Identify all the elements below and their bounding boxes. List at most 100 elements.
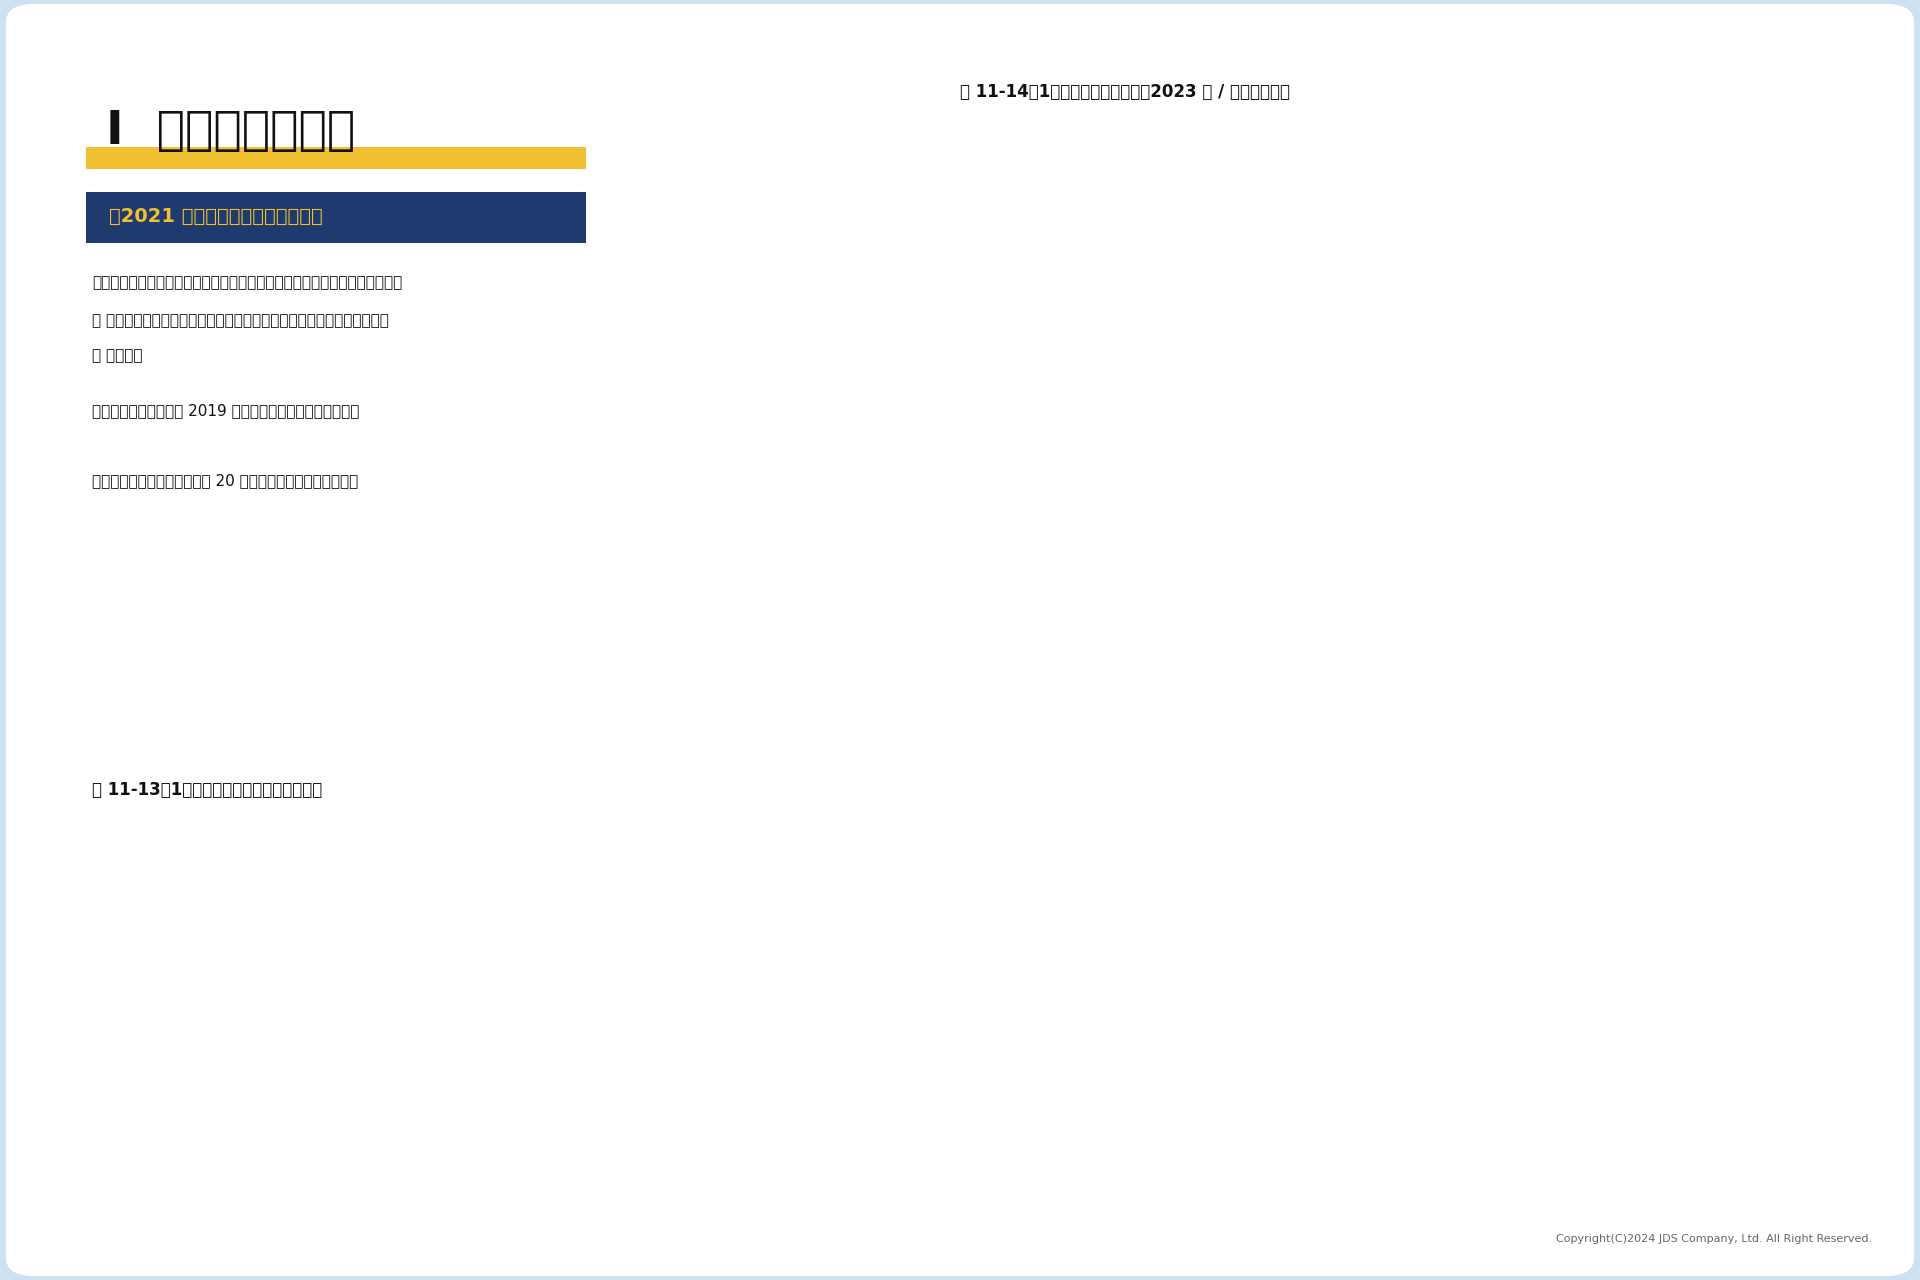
Text: 7: 7 — [1062, 558, 1069, 567]
Legend: １泊以上の旅行, 海外旅行, 温泉に行く, テーマパークに行く: １泊以上の旅行, 海外旅行, 温泉に行く, テーマパークに行く — [958, 60, 1357, 83]
Text: (7,420): (7,420) — [1144, 1202, 1171, 1211]
Text: (7,412): (7,412) — [639, 1202, 668, 1211]
Text: 1993: 1993 — [136, 1183, 163, 1193]
Text: 68: 68 — [253, 909, 269, 919]
Text: 女性: 女性 — [1651, 689, 1667, 701]
Text: 41: 41 — [983, 1002, 996, 1012]
Text: (7,429): (7,429) — [864, 1202, 891, 1211]
Text: (329): (329) — [1482, 742, 1505, 751]
Text: 44: 44 — [1619, 307, 1632, 317]
Text: 37: 37 — [1058, 355, 1073, 365]
Text: 14: 14 — [142, 1096, 156, 1106]
Y-axis label: %: % — [73, 973, 84, 986]
Text: 54: 54 — [1544, 957, 1557, 968]
Text: 54: 54 — [1263, 957, 1277, 968]
Text: 40: 40 — [1094, 1006, 1108, 1016]
Text: 46: 46 — [1768, 986, 1782, 996]
Text: 53: 53 — [1152, 961, 1165, 972]
Text: 10: 10 — [1488, 1110, 1501, 1120]
Text: (637): (637) — [1613, 742, 1638, 751]
Text: ・いずれのレジャーも女性は 20 代が最も高いスコアとなる。: ・いずれのレジャーも女性は 20 代が最も高いスコアとなる。 — [92, 474, 359, 489]
Text: 9: 9 — [1379, 1114, 1386, 1123]
Text: 40: 40 — [1655, 1006, 1668, 1016]
Text: 3: 3 — [996, 585, 1002, 595]
Text: (7,408): (7,408) — [1311, 1202, 1340, 1211]
Text: (7,417): (7,417) — [1089, 1202, 1116, 1211]
Text: 4: 4 — [1688, 579, 1695, 588]
Text: 4: 4 — [1622, 579, 1628, 588]
Text: 37: 37 — [1544, 1016, 1557, 1027]
Text: 3: 3 — [1194, 585, 1200, 595]
Text: 15: 15 — [253, 1092, 267, 1102]
Text: 32: 32 — [1768, 1034, 1782, 1043]
Text: (776): (776) — [1678, 742, 1703, 751]
Text: 65: 65 — [422, 919, 436, 929]
Text: 39: 39 — [1152, 1010, 1165, 1019]
Text: 14: 14 — [311, 1096, 324, 1106]
Text: 14: 14 — [422, 1096, 436, 1106]
Text: 11: 11 — [1551, 531, 1567, 540]
Text: 44: 44 — [758, 992, 772, 1002]
Text: (7,400): (7,400) — [1816, 1202, 1845, 1211]
Text: (655): (655) — [1811, 742, 1836, 751]
Text: 38: 38 — [1375, 1012, 1388, 1023]
Text: (7,422): (7,422) — [808, 1202, 835, 1211]
Text: (7,400): (7,400) — [1649, 1202, 1676, 1211]
Text: 67: 67 — [198, 913, 211, 923]
Y-axis label: %: % — [920, 384, 931, 397]
Text: 15: 15 — [1655, 1092, 1668, 1102]
Text: 5: 5 — [1753, 571, 1761, 581]
Text: 52: 52 — [1094, 965, 1108, 974]
Text: 40: 40 — [1684, 334, 1699, 344]
Text: (7,408): (7,408) — [528, 1202, 555, 1211]
Text: 9: 9 — [1267, 1114, 1273, 1123]
Text: (7,405): (7,405) — [695, 1202, 724, 1211]
Text: 50: 50 — [1824, 972, 1837, 982]
Text: (7,422): (7,422) — [1031, 1202, 1060, 1211]
Text: 42: 42 — [927, 1000, 941, 1009]
Text: 22: 22 — [1190, 456, 1204, 466]
Text: 23: 23 — [1123, 449, 1139, 460]
Text: 40: 40 — [703, 1006, 716, 1016]
Text: ～2021 年からレジャーは回復傾向: ～2021 年からレジャーは回復傾向 — [109, 207, 323, 225]
Text: 26: 26 — [1816, 429, 1830, 439]
Text: (7,415): (7,415) — [975, 1202, 1004, 1211]
Text: ・いずれのレジャーも 2019 年と比較するとスコアが低い。: ・いずれのレジャーも 2019 年と比較するとスコアが低い。 — [92, 403, 359, 419]
Text: 11: 11 — [647, 1106, 660, 1116]
Text: (3,583): (3,583) — [415, 1202, 444, 1211]
Text: 42: 42 — [872, 1000, 885, 1009]
Text: 10: 10 — [1039, 1110, 1052, 1120]
Text: Copyright(C)2024 JDS Company, Ltd. All Right Reserved.: Copyright(C)2024 JDS Company, Ltd. All R… — [1555, 1234, 1872, 1244]
Text: 44: 44 — [1256, 307, 1271, 317]
Text: 30: 30 — [1486, 402, 1501, 412]
Text: 39: 39 — [1039, 1010, 1052, 1019]
Text: 47: 47 — [1190, 287, 1204, 297]
Text: 1: 1 — [1770, 1140, 1778, 1151]
Text: 5: 5 — [1753, 571, 1761, 581]
Text: 13: 13 — [591, 1100, 605, 1110]
Text: (3,565): (3,565) — [359, 1202, 388, 1211]
Text: (641): (641) — [1119, 742, 1142, 751]
Text: 53: 53 — [1816, 247, 1830, 256]
Text: 51: 51 — [1599, 968, 1613, 978]
Text: (7,410): (7,410) — [1425, 1202, 1452, 1211]
Text: 11: 11 — [814, 1106, 828, 1116]
Text: 30: 30 — [1655, 1041, 1668, 1051]
Text: 44: 44 — [591, 992, 605, 1002]
Text: 10: 10 — [1256, 538, 1271, 548]
Text: 26: 26 — [1713, 1055, 1726, 1065]
Text: 44: 44 — [534, 992, 547, 1002]
Text: 57: 57 — [1684, 219, 1699, 229]
Text: (7,397): (7,397) — [1536, 1202, 1565, 1211]
Text: 11: 11 — [1713, 1106, 1726, 1116]
Text: 52: 52 — [1488, 965, 1501, 974]
Text: 55: 55 — [1039, 954, 1052, 964]
Text: 30: 30 — [1256, 402, 1271, 412]
Text: 11: 11 — [872, 1106, 885, 1116]
Text: 39: 39 — [1486, 342, 1501, 351]
Text: 37: 37 — [1432, 1016, 1446, 1027]
Text: 40: 40 — [1599, 1006, 1613, 1016]
Text: 11: 11 — [1551, 531, 1567, 540]
Text: (3,550): (3,550) — [192, 1202, 219, 1211]
Text: (7,407): (7,407) — [751, 1202, 780, 1211]
